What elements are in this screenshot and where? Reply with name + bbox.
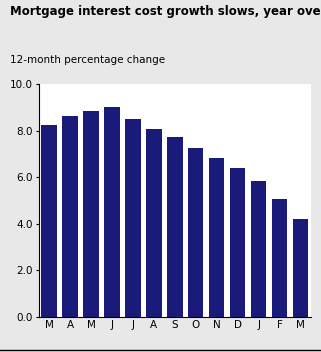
Text: 12-month percentage change: 12-month percentage change (10, 55, 165, 64)
Bar (272, 200, 287, 317)
Bar (63, 116, 78, 317)
Bar (293, 219, 308, 317)
Bar (209, 158, 224, 317)
Bar (104, 107, 119, 317)
Bar (126, 119, 141, 317)
Bar (41, 125, 56, 317)
Text: Mortgage interest cost growth slows, year over year: Mortgage interest cost growth slows, yea… (10, 5, 321, 18)
Bar (83, 111, 99, 317)
Bar (167, 137, 183, 317)
Bar (188, 149, 204, 317)
Bar (146, 128, 161, 317)
Bar (230, 168, 246, 317)
Bar (251, 181, 266, 317)
